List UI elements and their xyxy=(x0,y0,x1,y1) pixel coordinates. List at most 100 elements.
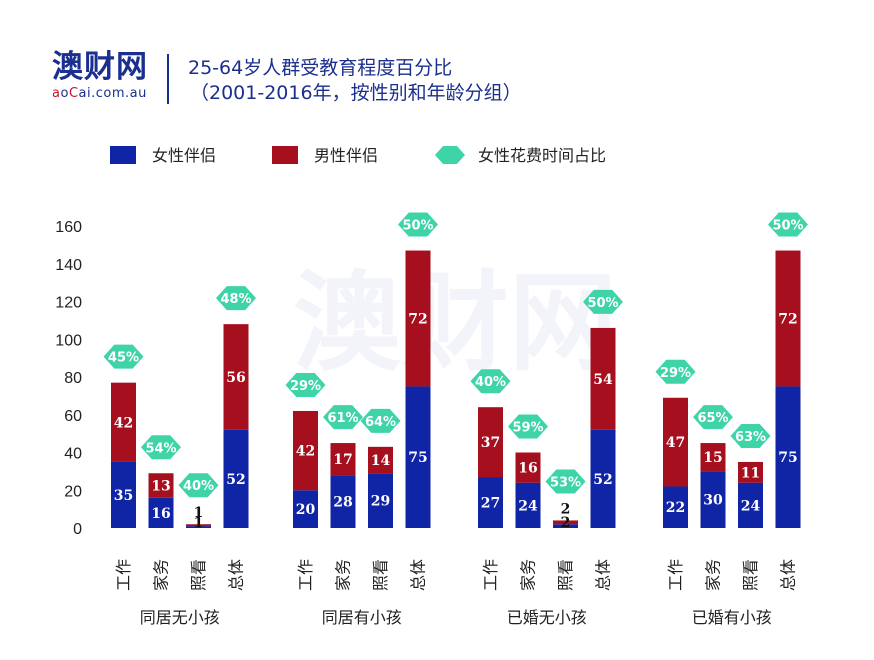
data-label-female: 35 xyxy=(114,488,133,504)
legend-label: 女性花费时间占比 xyxy=(478,146,606,165)
share-badge xyxy=(693,405,733,430)
share-label: 50% xyxy=(402,219,433,234)
bar-male xyxy=(700,443,726,472)
y-tick-label: 80 xyxy=(64,370,82,387)
data-label-male: 54 xyxy=(593,372,613,388)
data-label-male: 72 xyxy=(778,311,797,327)
data-label-female: 75 xyxy=(778,450,797,466)
data-label-female: 30 xyxy=(703,493,723,509)
data-label-male: 2 xyxy=(561,501,571,517)
share-label: 29% xyxy=(660,366,691,381)
data-label-male: 17 xyxy=(333,452,352,468)
data-label-female: 24 xyxy=(518,498,538,514)
share-label: 40% xyxy=(475,375,506,390)
x-tick-label: 照看 xyxy=(371,559,390,591)
bar-female xyxy=(186,526,211,528)
bar-female xyxy=(223,429,249,528)
y-tick-label: 120 xyxy=(55,295,82,312)
share-badge xyxy=(323,405,363,430)
share-badge xyxy=(730,423,771,448)
y-tick-label: 40 xyxy=(64,446,82,463)
data-label-female: 22 xyxy=(666,500,685,516)
y-tick-label: 100 xyxy=(55,332,82,349)
data-label-female: 24 xyxy=(741,498,761,514)
x-tick-label: 工作 xyxy=(114,559,133,591)
bar-female xyxy=(553,524,578,528)
bar-male xyxy=(663,397,688,487)
legend-swatch-male xyxy=(272,146,298,164)
group-label: 已婚有小孩 xyxy=(692,608,772,627)
x-tick-label: 总体 xyxy=(594,559,613,591)
share-badge xyxy=(285,372,326,397)
share-label: 50% xyxy=(772,219,803,234)
bar-male xyxy=(738,461,763,483)
chart-subtitle: （2001-2016年，按性别和年龄分组） xyxy=(190,82,522,104)
bar-female xyxy=(293,490,318,528)
share-badge xyxy=(583,289,623,314)
chart-title: 25-64岁人群受教育程度百分比 xyxy=(188,57,453,79)
share-label: 63% xyxy=(735,430,766,445)
data-label-male: 56 xyxy=(226,370,245,386)
bar-female xyxy=(478,477,503,528)
legend-label: 男性伴侣 xyxy=(314,146,378,165)
data-label-male: 13 xyxy=(151,479,170,495)
group-label: 已婚无小孩 xyxy=(507,608,587,627)
share-label: 40% xyxy=(183,479,214,494)
watermark-text: 澳财网 xyxy=(293,261,617,386)
bar-male xyxy=(553,520,578,525)
share-badge xyxy=(655,359,696,384)
bar-female xyxy=(738,482,763,528)
legend-swatch-share xyxy=(435,146,465,164)
y-tick-label: 0 xyxy=(73,521,82,538)
x-tick-label: 工作 xyxy=(666,559,685,591)
bar-male xyxy=(223,324,249,430)
x-tick-label: 照看 xyxy=(556,559,575,591)
header-divider xyxy=(167,54,169,104)
legend-label: 女性伴侣 xyxy=(152,146,216,165)
data-label-male: 15 xyxy=(703,450,722,466)
data-label-male: 14 xyxy=(371,453,391,469)
x-tick-label: 工作 xyxy=(296,559,315,591)
data-label-female: 1 xyxy=(194,515,204,531)
data-label-female: 29 xyxy=(371,494,390,510)
share-label: 65% xyxy=(697,411,728,426)
share-badge xyxy=(141,435,181,460)
bar-female xyxy=(775,386,801,528)
x-tick-label: 工作 xyxy=(481,559,500,591)
x-tick-label: 家务 xyxy=(152,559,171,591)
bar-male xyxy=(515,452,541,483)
bar-male xyxy=(148,473,174,498)
brand-logo[interactable]: 澳财网 aoCai.com.au xyxy=(52,50,162,101)
x-tick-label: 总体 xyxy=(409,559,428,591)
bar-male xyxy=(590,327,616,430)
data-label-female: 2 xyxy=(561,515,571,531)
bar-female xyxy=(111,461,136,528)
share-label: 64% xyxy=(365,415,396,430)
data-label-male: 42 xyxy=(296,444,315,460)
data-label-female: 27 xyxy=(481,496,500,512)
bar-male xyxy=(111,382,136,462)
bar-female xyxy=(700,471,726,528)
logo-domain: aoCai.com.au xyxy=(52,86,147,101)
share-badge xyxy=(545,469,586,494)
share-badge xyxy=(768,212,808,237)
x-tick-label: 照看 xyxy=(741,559,760,591)
share-badge xyxy=(216,286,256,311)
data-label-male: 1 xyxy=(194,505,204,521)
bar-female xyxy=(515,482,541,528)
bar-male xyxy=(368,446,393,474)
data-label-female: 52 xyxy=(226,472,245,488)
share-label: 59% xyxy=(512,421,543,436)
legend-swatch-female xyxy=(110,146,136,164)
y-tick-label: 20 xyxy=(64,483,82,500)
bar-male xyxy=(405,250,431,387)
data-label-male: 72 xyxy=(408,311,427,327)
data-label-male: 47 xyxy=(666,435,685,451)
bar-male xyxy=(293,410,318,491)
share-badge xyxy=(508,414,548,439)
data-label-male: 37 xyxy=(481,435,500,451)
share-badge xyxy=(360,408,401,433)
data-label-male: 16 xyxy=(518,461,537,477)
share-badge xyxy=(103,344,144,369)
